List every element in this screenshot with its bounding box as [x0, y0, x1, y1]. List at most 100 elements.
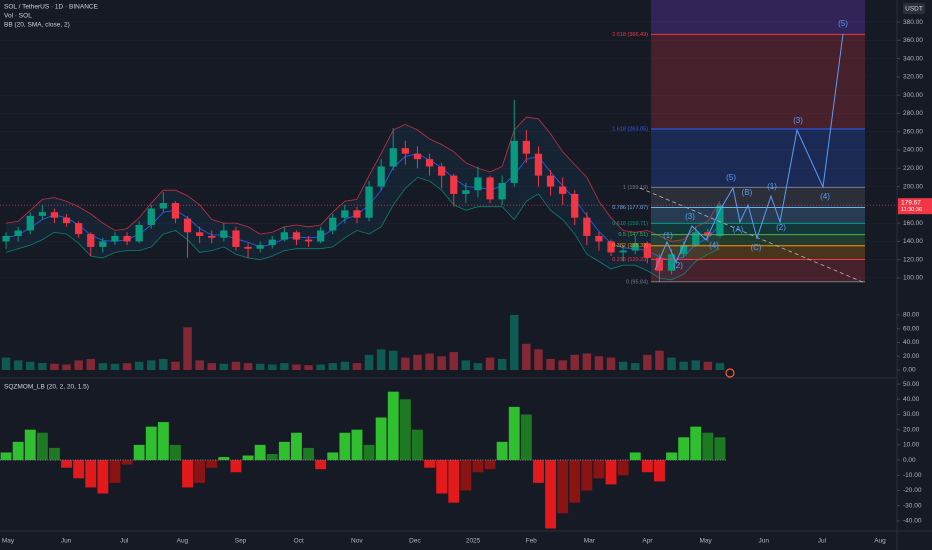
volume-bar	[50, 363, 59, 370]
candle-body	[462, 190, 470, 194]
wave-label: (1)	[663, 231, 673, 240]
momentum-bar	[424, 460, 435, 468]
momentum-bar	[73, 460, 85, 479]
momentum-bar	[230, 460, 242, 473]
wave-path	[654, 187, 734, 271]
y-tick-label: 60.00	[903, 325, 920, 332]
y-tick-label: 320.00	[903, 74, 923, 81]
volume-bar	[582, 353, 592, 370]
momentum-bar	[145, 426, 157, 461]
momentum-bar	[182, 460, 193, 488]
momentum-bar	[581, 460, 593, 491]
fib-zone	[651, 0, 865, 35]
y-tick-label: 360.00	[903, 37, 923, 44]
volume-bar	[38, 363, 47, 370]
alert-icon[interactable]	[725, 368, 735, 378]
momentum-bar	[617, 460, 629, 476]
unit-badge[interactable]	[903, 3, 925, 14]
candle-body	[667, 254, 676, 271]
momentum-bar	[85, 460, 97, 488]
candle-body	[365, 186, 373, 218]
volume-bar	[26, 361, 35, 370]
y-tick-label: 40.00	[903, 396, 920, 403]
momentum-bar	[49, 447, 60, 461]
candle-body	[486, 177, 494, 200]
momentum-bar	[375, 417, 387, 461]
y-tick-label: 220.00	[903, 165, 923, 172]
volume-bar	[546, 358, 555, 370]
wave-label: (5)	[838, 19, 848, 28]
volume-bar	[485, 357, 495, 370]
unit-label: USDT	[905, 6, 923, 13]
volume-bar	[376, 349, 386, 370]
y-tick-label: 120.00	[903, 256, 923, 263]
y-tick-label: 280.00	[903, 110, 923, 117]
momentum-bar	[569, 460, 581, 503]
candle-body	[595, 235, 603, 242]
last-price-badge	[898, 198, 932, 215]
fib-label: 0.618 (159.71)	[612, 221, 648, 227]
y-tick-label: 80.00	[903, 312, 920, 319]
momentum-bar	[24, 429, 36, 461]
candle-body	[631, 243, 639, 251]
momentum-bar	[0, 452, 12, 461]
momentum-bar	[339, 432, 351, 461]
fib-zone	[651, 128, 865, 188]
momentum-bar	[97, 460, 109, 494]
volume-bar	[147, 360, 156, 370]
momentum-bar	[641, 460, 653, 473]
momentum-bar	[496, 441, 508, 461]
volume-bar	[207, 363, 216, 370]
momentum-bar	[157, 422, 169, 461]
candle-body	[438, 166, 446, 176]
y-tick-label: 240.00	[903, 147, 923, 154]
volume-bar	[98, 363, 108, 370]
momentum-bar	[654, 460, 665, 482]
candle-body	[571, 193, 579, 218]
y-tick-label: 300.00	[903, 92, 923, 99]
volume-bar	[618, 361, 628, 370]
volume-bar	[110, 363, 120, 370]
candle-body	[171, 203, 180, 219]
volume-bar	[1, 357, 11, 370]
countdown-label: 11:30:36	[901, 207, 922, 213]
x-tick-label: Apr	[642, 538, 653, 545]
momentum-bar	[363, 444, 375, 461]
momentum-bar	[133, 444, 145, 461]
fib-zone	[651, 207, 865, 224]
x-tick-label: Jun	[758, 538, 769, 545]
volume-bar	[231, 361, 241, 370]
momentum-bar	[448, 460, 460, 503]
y-tick-label: 0.00	[903, 367, 916, 374]
momentum-bar	[436, 460, 448, 494]
fib-label: 1 (199.19)	[623, 185, 648, 191]
momentum-bar	[170, 444, 181, 461]
momentum-bar	[266, 454, 278, 461]
momentum-bar	[254, 444, 266, 461]
momentum-bar	[472, 460, 484, 473]
wave-label: (B)	[742, 188, 753, 197]
momentum-bar	[520, 414, 532, 461]
candle-body	[619, 250, 627, 253]
candle-body	[341, 210, 349, 218]
fib-zone	[651, 259, 865, 282]
momentum-bar	[315, 460, 327, 470]
fib-label: 0.786 (177.07)	[612, 205, 648, 211]
candle-body	[353, 210, 361, 218]
candle-body	[680, 245, 688, 255]
volume-bar	[570, 354, 579, 370]
x-tick-label: Aug	[177, 538, 189, 545]
candle-body	[196, 232, 204, 236]
candle-body	[716, 205, 724, 236]
volume-bar	[413, 354, 422, 370]
y-tick-label: 50.00	[903, 381, 920, 388]
x-tick-label: Jun	[61, 538, 72, 545]
candle-body	[534, 153, 543, 176]
y-tick-label: -10.00	[903, 472, 922, 479]
momentum-title: SQZMOM_LB (20, 2, 20, 1.5)	[4, 384, 89, 391]
last-price-label: 179.67	[901, 199, 921, 206]
volume-bar	[510, 314, 519, 370]
fib-zone	[651, 223, 865, 235]
y-tick-label: 10.00	[903, 442, 920, 449]
